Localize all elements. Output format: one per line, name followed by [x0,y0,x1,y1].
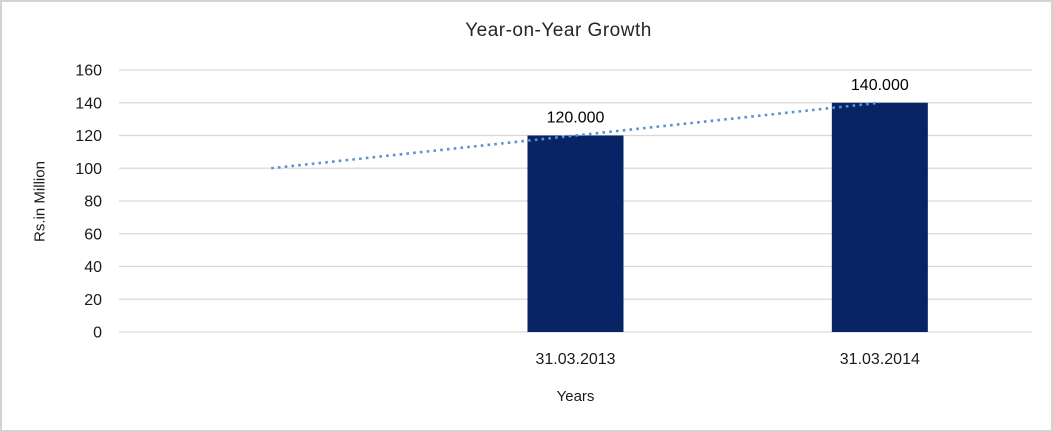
x-category-label: 31.03.2013 [535,351,615,368]
bar-value-label: 140.000 [851,77,909,94]
y-tick-label: 80 [84,194,102,211]
y-tick-label: 0 [93,325,102,342]
trendline [271,101,880,170]
x-category-label: 31.03.2014 [840,351,920,368]
y-tick-label: 20 [84,292,102,309]
y-tick-label: 140 [75,95,102,112]
y-tick-label: 100 [75,161,102,178]
y-tick-label: 60 [84,226,102,243]
bar-value-label: 120.000 [547,110,605,127]
y-tick-label: 160 [75,63,102,80]
chart-title: Year-on-Year Growth [465,20,652,41]
bar [831,102,928,332]
x-axis-title: Years [556,388,595,405]
y-tick-label: 120 [75,128,102,145]
y-tick-label: 40 [84,259,102,276]
bar [527,135,624,332]
y-axis-title: Rs.in Million [31,161,49,242]
